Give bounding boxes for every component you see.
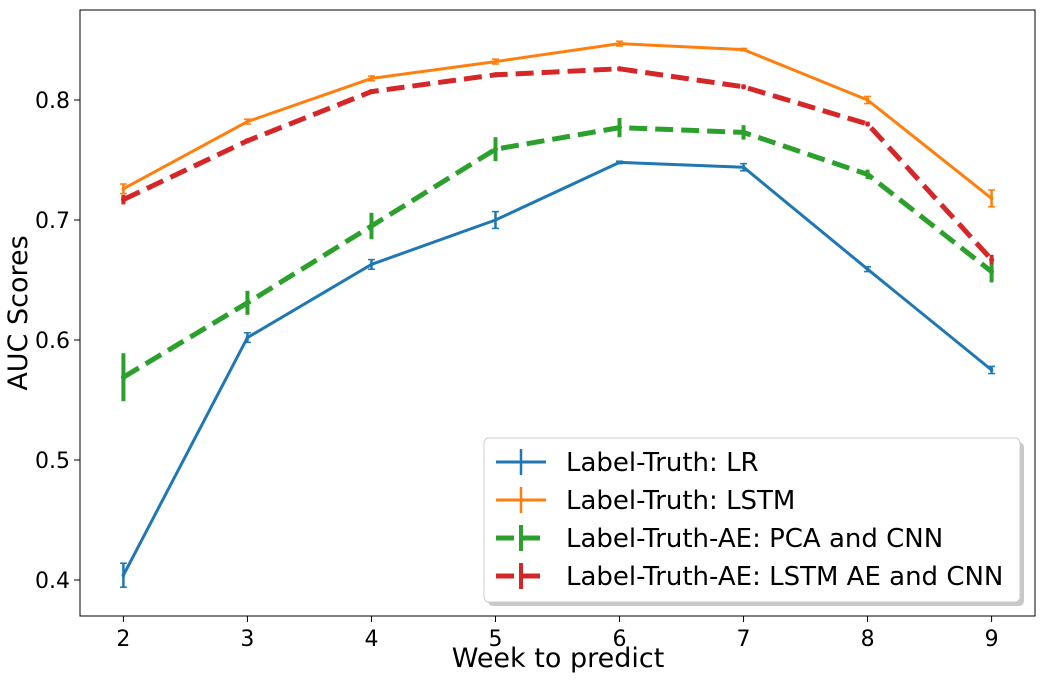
data-point [741, 165, 746, 169]
legend-box [483, 437, 1021, 603]
x-tick-label: 9 [985, 627, 999, 652]
x-tick-label: 7 [737, 627, 751, 652]
data-point [865, 98, 870, 102]
x-tick-label: 6 [613, 627, 627, 652]
y-axis-label: AUC Scores [3, 235, 34, 390]
series-line [122, 125, 994, 380]
legend-item: Label-Truth: LR [496, 448, 759, 478]
data-point [741, 129, 747, 135]
series-3 [120, 118, 995, 402]
legend-item: Label-Truth-AE: LSTM AE and CNN [496, 562, 1003, 592]
data-point [493, 218, 498, 222]
data-point [120, 374, 126, 380]
data-point [492, 146, 498, 152]
x-tick-label: 8 [861, 627, 875, 652]
data-point [369, 262, 374, 267]
data-point [989, 368, 994, 372]
y-axis: 0.4 0.5 0.6 0.7 0.8 [35, 89, 80, 594]
legend: Label-Truth: LR Label-Truth: LSTM Label-Tr… [483, 437, 1024, 606]
data-point [617, 66, 623, 72]
series-layer [119, 40, 996, 588]
series-line [122, 66, 994, 262]
data-point [989, 257, 995, 263]
data-point [368, 223, 374, 229]
data-point [989, 269, 995, 275]
data-point [492, 72, 498, 78]
data-point [741, 84, 747, 90]
data-point [121, 187, 126, 191]
legend-label: Label-Truth-AE: LSTM AE and CNN [566, 562, 1003, 592]
legend-label: Label-Truth: LSTM [566, 486, 795, 516]
data-point [865, 171, 871, 177]
x-tick-label: 3 [240, 627, 254, 652]
data-point [989, 196, 994, 201]
series-4 [120, 66, 995, 265]
y-tick-label: 0.5 [35, 449, 70, 474]
x-tick-label: 5 [488, 627, 502, 652]
x-axis-label: Week to predict [452, 643, 665, 674]
legend-label: Label-Truth-AE: PCA and CNN [566, 524, 943, 554]
plot-frame [79, 9, 1036, 617]
data-point [245, 335, 250, 340]
y-tick-label: 0.7 [35, 209, 70, 234]
data-point [121, 573, 126, 577]
series-1 [119, 160, 996, 588]
y-tick-label: 0.6 [35, 329, 70, 354]
series-line [122, 42, 993, 200]
series-2 [119, 40, 996, 208]
legend-label: Label-Truth: LR [566, 448, 759, 478]
y-tick-label: 0.8 [35, 89, 70, 114]
data-point [617, 160, 622, 165]
data-point [368, 89, 374, 95]
y-tick-label: 0.4 [35, 569, 70, 594]
data-point [617, 125, 623, 131]
data-point [244, 300, 250, 306]
data-point [493, 59, 498, 64]
x-axis: 2 3 4 5 6 7 8 9 [116, 616, 999, 652]
legend-item: Label-Truth-AE: PCA and CNN [496, 524, 943, 554]
data-point [865, 267, 870, 272]
data-point [245, 119, 250, 124]
data-point [244, 138, 250, 144]
series-line [122, 160, 993, 576]
x-tick-label: 2 [116, 627, 130, 652]
data-point [865, 121, 871, 127]
data-point [120, 197, 126, 203]
data-point [741, 47, 746, 52]
data-point [369, 76, 374, 81]
legend-item: Label-Truth: LSTM [496, 486, 795, 516]
x-tick-label: 4 [364, 627, 378, 652]
data-point [617, 41, 622, 46]
